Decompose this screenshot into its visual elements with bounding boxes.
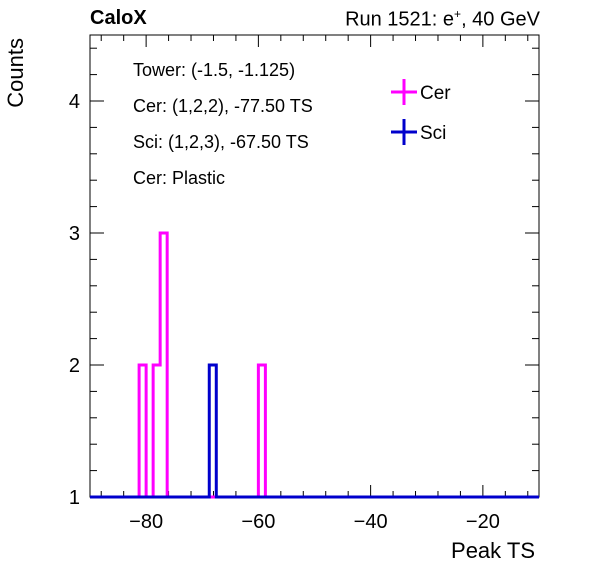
run-prefix: Run 1521: e (345, 8, 455, 31)
y-tick-label: 4 (69, 91, 80, 113)
y-axis-label: Counts (3, 38, 28, 108)
x-tick-label: −60 (241, 511, 275, 533)
annotation-line: Tower: (-1.5, -1.125) (133, 60, 295, 80)
y-tick-label: 1 (69, 487, 80, 509)
annotation-line: Sci: (1,2,3), -67.50 TS (133, 132, 309, 152)
series-sci-histogram (90, 363, 539, 499)
x-axis-label: Peak TS (451, 538, 535, 563)
run-charge: + (454, 7, 462, 21)
annotation-line: Cer: (1,2,2), -77.50 TS (133, 96, 313, 116)
run-suffix: , 40 GeV (461, 8, 540, 31)
x-tick-label: −20 (466, 511, 500, 533)
run-info: Run 1521: e+, 40 GeV (345, 7, 540, 32)
series-cer-histogram (90, 231, 539, 499)
legend-sci-label: Sci (420, 123, 446, 144)
y-tick-label: 2 (69, 355, 80, 377)
x-tick-label: −80 (129, 511, 163, 533)
y-tick-label: 3 (69, 223, 80, 245)
brand-label: CaloX (90, 7, 147, 29)
x-tick-label: −40 (354, 511, 388, 533)
legend-cer-label: Cer (420, 83, 451, 104)
annotation-line: Cer: Plastic (133, 168, 225, 188)
